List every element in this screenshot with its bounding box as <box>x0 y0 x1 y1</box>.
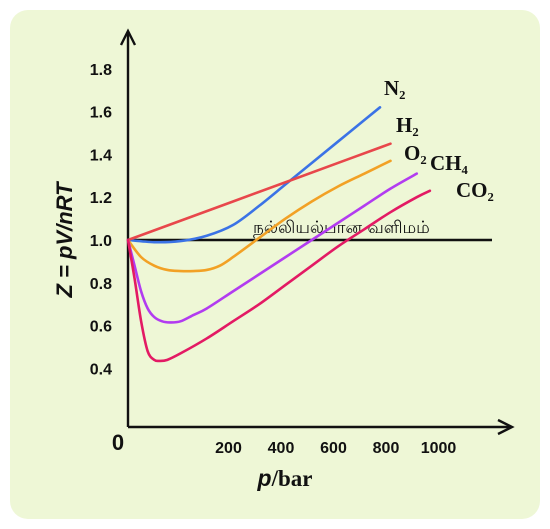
x-axis-title-variable: p <box>257 465 272 491</box>
series-label: H₂ <box>396 113 419 137</box>
y-tick-label: 0.6 <box>90 319 112 336</box>
series-line <box>126 172 419 324</box>
y-tick-label: 0.4 <box>90 361 112 378</box>
ideal-gas-label: நல்லியல்பான வளிமம் <box>253 218 430 238</box>
x-axis-title-unit: /bar <box>271 466 313 491</box>
y-tick-label: 1.0 <box>90 233 112 250</box>
series-line <box>126 189 432 363</box>
series-label: O₂ <box>404 141 427 165</box>
series-label: CH₄ <box>430 151 469 175</box>
series-line <box>126 142 392 242</box>
x-tick-label: 200 <box>215 440 242 457</box>
y-axis-title: Z = pV/nRT <box>52 181 77 299</box>
y-tick-label: 1.6 <box>90 105 112 122</box>
x-tick-label: 600 <box>320 440 347 457</box>
y-tick-label: 1.8 <box>90 62 112 79</box>
x-tick-label: 800 <box>373 440 400 457</box>
y-axis-arrow <box>119 28 137 46</box>
series-label: CO₂ <box>456 178 494 202</box>
y-tick-label: 1.2 <box>90 190 112 207</box>
x-axis-title: p/bar <box>257 465 313 491</box>
x-tick-label: 1000 <box>421 440 457 457</box>
x-axis-arrow <box>497 418 515 436</box>
series-label: N₂ <box>384 76 405 100</box>
y-tick-label: 0.8 <box>90 276 112 293</box>
y-tick-label: 1.4 <box>90 147 112 164</box>
series-line <box>126 159 392 273</box>
x-tick-label: 400 <box>268 440 295 457</box>
series-line <box>126 106 382 244</box>
origin-label: 0 <box>112 430 124 455</box>
